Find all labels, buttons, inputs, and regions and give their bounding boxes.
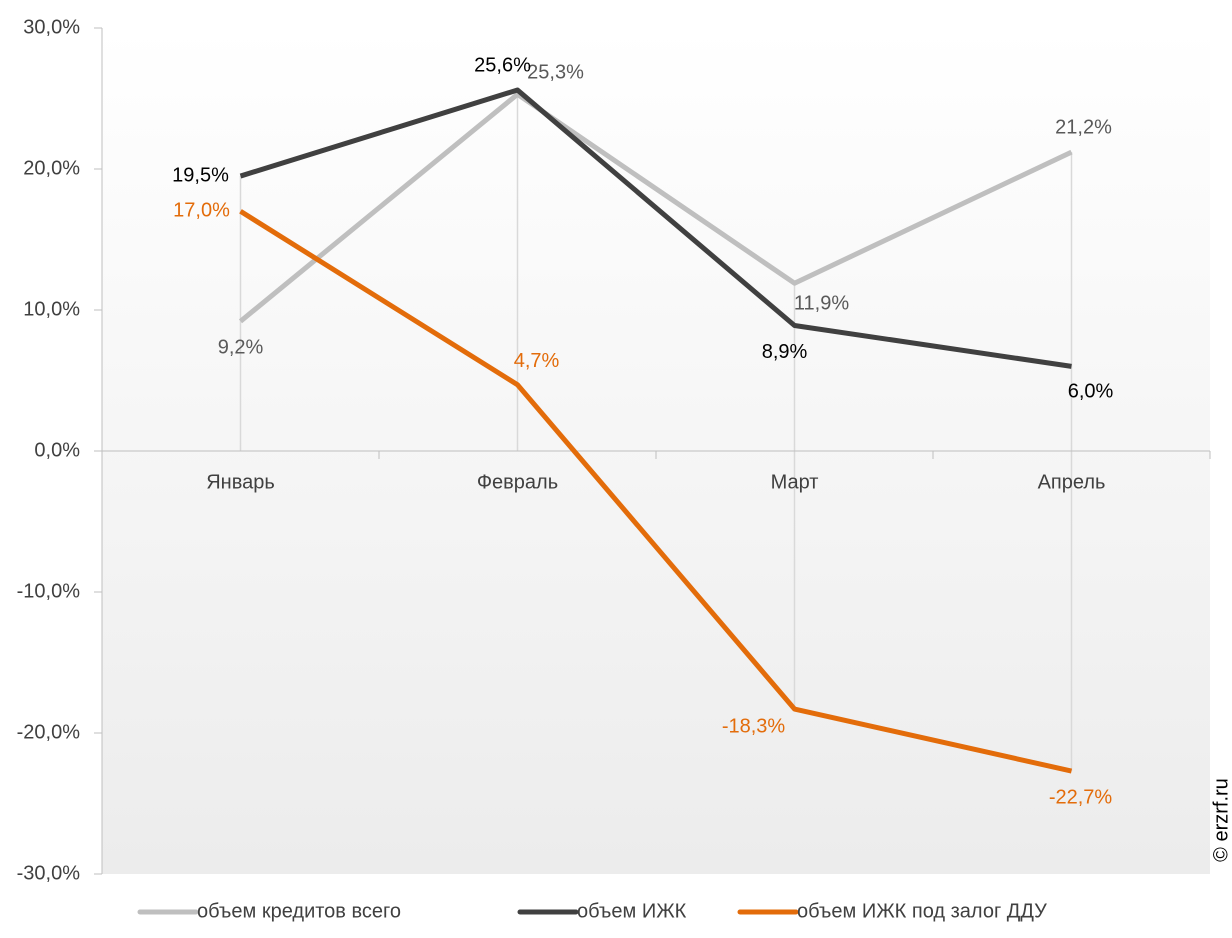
data-label: 11,9% — [794, 292, 849, 314]
data-label: 25,6% — [474, 54, 531, 76]
data-label: 6,0% — [1068, 381, 1114, 403]
y-tick-label: -30,0% — [17, 862, 81, 884]
x-tick-label: Апрель — [1038, 471, 1106, 493]
x-tick-label: Февраль — [477, 471, 558, 493]
data-label: 17,0% — [173, 200, 230, 222]
data-label: 4,7% — [514, 350, 560, 372]
x-tick-label: Март — [771, 471, 819, 493]
watermark: © erzrf.ru — [1210, 778, 1232, 862]
data-label: 21,2% — [1055, 116, 1112, 138]
y-tick-label: -20,0% — [17, 721, 81, 743]
legend-label: объем ИЖК под залог ДДУ — [797, 900, 1047, 922]
series-line — [238, 91, 1073, 324]
legend-label: объем ИЖК — [577, 900, 687, 922]
y-tick-label: -10,0% — [17, 580, 81, 602]
data-label: 9,2% — [218, 337, 264, 359]
y-tick-label: 0,0% — [34, 439, 80, 461]
series-line — [239, 209, 1073, 774]
y-tick-label: 20,0% — [23, 157, 80, 179]
data-label: 8,9% — [762, 341, 808, 363]
legend-label: объем кредитов всего — [197, 900, 401, 922]
data-label: 25,3% — [527, 62, 584, 84]
series-line — [239, 87, 1072, 369]
data-label: -18,3% — [722, 715, 786, 737]
x-tick-label: Январь — [206, 471, 275, 493]
data-label: 19,5% — [172, 164, 229, 186]
y-tick-label: 30,0% — [23, 16, 80, 38]
data-label: -22,7% — [1049, 786, 1113, 808]
y-tick-label: 10,0% — [23, 298, 80, 320]
